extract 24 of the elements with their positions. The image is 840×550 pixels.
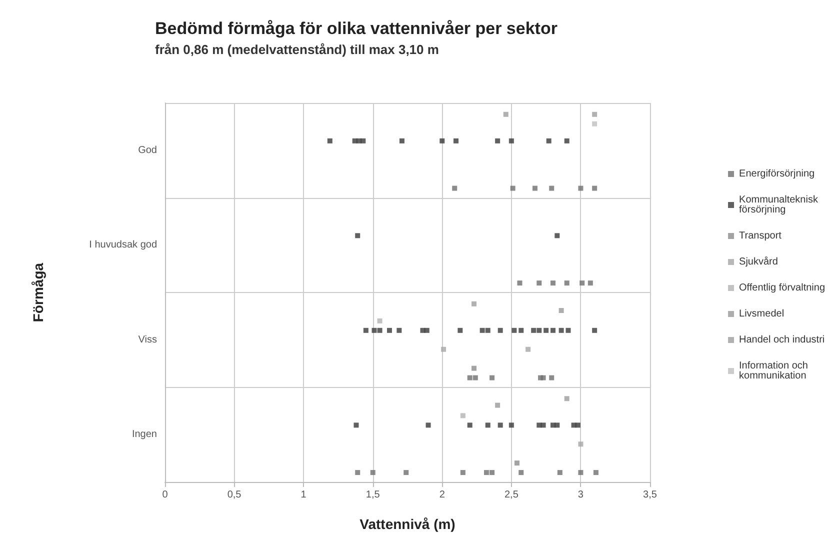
y-tick-label: God — [138, 144, 157, 156]
x-tick-label: 3,5 — [643, 490, 658, 500]
legend-label: Energiförsörjning — [739, 168, 815, 180]
legend-label: Handel och industri — [739, 334, 825, 346]
x-tick-label: 2 — [439, 490, 446, 500]
legend-label: Information och kommunikation — [739, 360, 811, 382]
legend-label: Transport — [739, 230, 782, 242]
y-tick-label: Viss — [138, 334, 157, 346]
legend-label: Sjukvård — [739, 256, 778, 268]
legend-label: Kommunalteknisk försörjning — [739, 194, 821, 216]
y-tick-label: I huvudsak god — [89, 240, 157, 251]
y-tick-label: Ingen — [132, 429, 157, 440]
y-axis-title: Förmåga — [30, 262, 46, 322]
chart-subtitle: från 0,86 m (medelvattenstånd) till max 3,10 m — [155, 42, 439, 57]
x-axis-title: Vattennivå (m) — [360, 516, 456, 532]
x-tick-label: 1,5 — [366, 490, 380, 500]
legend-label: Offentlig förvaltning — [739, 282, 826, 294]
chart-title: Bedömd förmåga för olika vattennivåer per sektor — [155, 19, 558, 38]
x-tick-label: 0,5 — [227, 490, 242, 500]
x-tick-label: 1 — [300, 490, 307, 500]
legend-label: Livsmedel — [739, 308, 784, 320]
x-tick-label: 2,5 — [504, 490, 519, 500]
x-tick-label: 0 — [162, 490, 168, 500]
x-tick-label: 3 — [578, 490, 584, 500]
